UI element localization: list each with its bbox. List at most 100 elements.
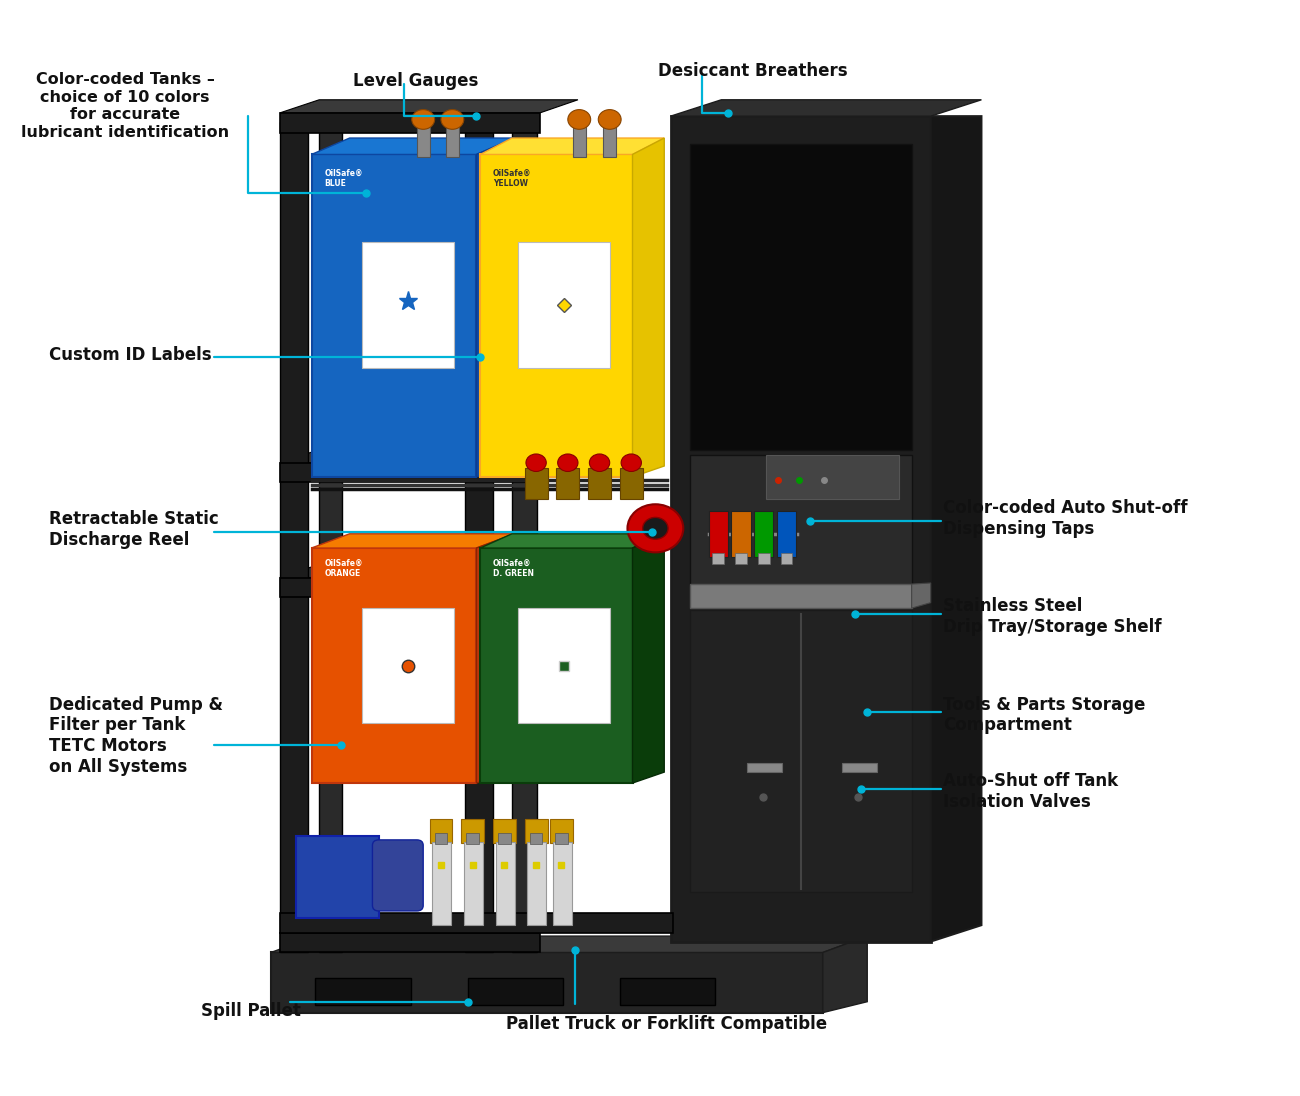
- FancyBboxPatch shape: [552, 842, 572, 925]
- Text: Dedicated Pump &
Filter per Tank
TETC Motors
on All Systems: Dedicated Pump & Filter per Tank TETC Mo…: [49, 696, 222, 776]
- FancyBboxPatch shape: [429, 819, 452, 843]
- Circle shape: [589, 454, 610, 471]
- Circle shape: [568, 110, 590, 129]
- Text: OilSafe®
D. GREEN: OilSafe® D. GREEN: [493, 559, 534, 579]
- FancyBboxPatch shape: [280, 113, 540, 133]
- Text: OilSafe®
YELLOW: OilSafe® YELLOW: [493, 169, 532, 189]
- FancyBboxPatch shape: [736, 553, 746, 564]
- FancyBboxPatch shape: [280, 578, 540, 597]
- FancyBboxPatch shape: [519, 242, 610, 367]
- Polygon shape: [477, 534, 515, 783]
- FancyBboxPatch shape: [495, 842, 515, 925]
- FancyBboxPatch shape: [363, 242, 454, 367]
- FancyBboxPatch shape: [588, 468, 611, 499]
- FancyBboxPatch shape: [689, 455, 911, 586]
- Text: Level Gauges: Level Gauges: [354, 72, 478, 91]
- Circle shape: [642, 517, 668, 539]
- Text: Desiccant Breathers: Desiccant Breathers: [658, 61, 848, 80]
- Polygon shape: [480, 138, 664, 155]
- FancyBboxPatch shape: [689, 144, 911, 449]
- Circle shape: [558, 454, 579, 471]
- FancyBboxPatch shape: [555, 833, 568, 844]
- Polygon shape: [477, 138, 515, 477]
- FancyBboxPatch shape: [777, 511, 796, 557]
- Text: Stainless Steel
Drip Tray/Storage Shelf: Stainless Steel Drip Tray/Storage Shelf: [944, 597, 1162, 636]
- Circle shape: [441, 110, 464, 129]
- FancyBboxPatch shape: [462, 819, 484, 843]
- Text: Spill Pallet: Spill Pallet: [202, 1002, 302, 1019]
- Polygon shape: [280, 100, 578, 113]
- FancyBboxPatch shape: [842, 764, 878, 772]
- FancyBboxPatch shape: [493, 819, 516, 843]
- FancyBboxPatch shape: [320, 122, 342, 952]
- FancyBboxPatch shape: [512, 122, 537, 952]
- FancyBboxPatch shape: [732, 511, 750, 557]
- FancyBboxPatch shape: [446, 124, 459, 157]
- FancyBboxPatch shape: [671, 116, 931, 941]
- Circle shape: [598, 110, 621, 129]
- FancyBboxPatch shape: [270, 952, 823, 1013]
- FancyBboxPatch shape: [573, 124, 585, 157]
- Circle shape: [526, 454, 546, 471]
- FancyBboxPatch shape: [620, 468, 642, 499]
- Text: Tools & Parts Storage
Compartment: Tools & Parts Storage Compartment: [944, 696, 1145, 734]
- Polygon shape: [280, 564, 578, 578]
- Text: Color-coded Tanks –
choice of 10 colors
for accurate
lubricant identification: Color-coded Tanks – choice of 10 colors …: [21, 72, 229, 139]
- Polygon shape: [280, 449, 578, 463]
- Polygon shape: [480, 534, 664, 548]
- FancyBboxPatch shape: [372, 840, 424, 911]
- FancyBboxPatch shape: [467, 833, 478, 844]
- FancyBboxPatch shape: [525, 468, 547, 499]
- Text: Retractable Static
Discharge Reel: Retractable Static Discharge Reel: [49, 510, 218, 548]
- Text: Custom ID Labels: Custom ID Labels: [49, 345, 212, 364]
- FancyBboxPatch shape: [417, 124, 429, 157]
- FancyBboxPatch shape: [312, 548, 477, 783]
- Circle shape: [628, 504, 684, 552]
- FancyBboxPatch shape: [363, 608, 454, 723]
- FancyBboxPatch shape: [530, 833, 542, 844]
- FancyBboxPatch shape: [556, 468, 580, 499]
- Text: Color-coded Auto Shut-off
Dispensing Taps: Color-coded Auto Shut-off Dispensing Tap…: [944, 499, 1188, 538]
- Polygon shape: [633, 534, 664, 783]
- FancyBboxPatch shape: [280, 913, 673, 933]
- FancyBboxPatch shape: [754, 511, 774, 557]
- FancyBboxPatch shape: [312, 155, 477, 477]
- FancyBboxPatch shape: [468, 978, 563, 1005]
- Text: OilSafe®
ORANGE: OilSafe® ORANGE: [324, 559, 363, 579]
- FancyBboxPatch shape: [519, 608, 610, 723]
- FancyBboxPatch shape: [480, 548, 633, 783]
- FancyBboxPatch shape: [781, 553, 793, 564]
- Polygon shape: [270, 936, 867, 952]
- FancyBboxPatch shape: [432, 842, 451, 925]
- FancyBboxPatch shape: [758, 553, 770, 564]
- FancyBboxPatch shape: [689, 584, 911, 608]
- FancyBboxPatch shape: [464, 842, 482, 925]
- FancyBboxPatch shape: [712, 553, 724, 564]
- Polygon shape: [312, 138, 515, 155]
- FancyBboxPatch shape: [708, 511, 728, 557]
- FancyBboxPatch shape: [550, 819, 573, 843]
- FancyBboxPatch shape: [316, 978, 411, 1005]
- Text: OilSafe®
BLUE: OilSafe® BLUE: [324, 169, 363, 189]
- FancyBboxPatch shape: [498, 833, 511, 844]
- FancyBboxPatch shape: [525, 819, 547, 843]
- FancyBboxPatch shape: [603, 124, 616, 157]
- FancyBboxPatch shape: [434, 833, 447, 844]
- Text: Auto-Shut off Tank
Isolation Valves: Auto-Shut off Tank Isolation Valves: [944, 772, 1118, 811]
- Circle shape: [621, 454, 641, 471]
- FancyBboxPatch shape: [465, 122, 493, 952]
- FancyBboxPatch shape: [620, 978, 715, 1005]
- FancyBboxPatch shape: [766, 455, 900, 499]
- Circle shape: [412, 110, 434, 129]
- Polygon shape: [823, 936, 867, 1013]
- Polygon shape: [633, 138, 664, 477]
- FancyBboxPatch shape: [280, 933, 540, 952]
- FancyBboxPatch shape: [280, 122, 308, 952]
- Polygon shape: [911, 583, 931, 608]
- Polygon shape: [671, 100, 982, 116]
- FancyBboxPatch shape: [689, 610, 911, 892]
- Polygon shape: [280, 920, 578, 933]
- Polygon shape: [931, 116, 982, 941]
- FancyBboxPatch shape: [296, 835, 378, 917]
- FancyBboxPatch shape: [480, 155, 633, 477]
